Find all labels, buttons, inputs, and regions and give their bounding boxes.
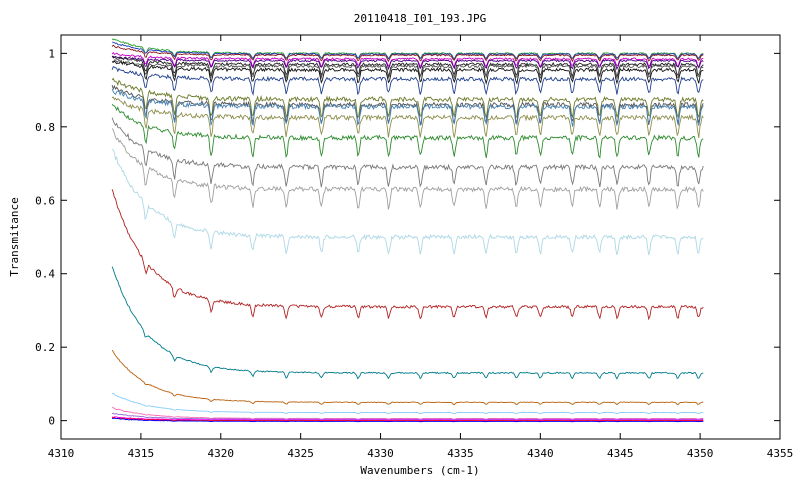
- chart-title: 20110418_I01_193.JPG: [354, 12, 486, 25]
- y-axis: 0 0.2 0.4 0.6 0.8 1: [35, 47, 780, 428]
- x-tick-label: 4355: [767, 447, 794, 460]
- spectrum-series-line: [111, 406, 704, 420]
- spectrum-series-line: [111, 412, 704, 421]
- spectrum-series-line: [111, 128, 704, 210]
- spectrum-series-line: [111, 416, 704, 421]
- x-tick-label: 4320: [208, 447, 235, 460]
- spectrum-series-line: [111, 148, 704, 256]
- spectrum-series-line: [111, 59, 704, 81]
- spectrum-series-line: [111, 51, 704, 69]
- spectrum-series-line: [111, 189, 704, 321]
- spectrum-series-line: [111, 349, 704, 406]
- spectrum-series-line: [111, 60, 704, 86]
- spectrum-series-line: [112, 417, 704, 423]
- x-tick-label: 4315: [128, 447, 155, 460]
- spectrum-series-line: [111, 416, 704, 422]
- x-tick-label: 4325: [287, 447, 314, 460]
- spectrum-series-line: [111, 55, 704, 71]
- y-tick-label: 1: [48, 47, 55, 60]
- series-layer: [111, 38, 704, 423]
- spectrum-series-line: [111, 88, 704, 127]
- y-axis-label: Transmitance: [8, 197, 21, 276]
- spectrum-series-line: [111, 117, 704, 188]
- x-axis-label: Wavenumbers (cm-1): [360, 464, 479, 477]
- spectrum-series-line: [111, 103, 704, 159]
- spectrum-series-line: [111, 44, 704, 63]
- x-tick-label: 4330: [367, 447, 394, 460]
- spectrum-series-line: [111, 96, 704, 138]
- y-tick-label: 0.8: [35, 121, 55, 134]
- x-tick-label: 4350: [687, 447, 714, 460]
- spectrum-series-line: [111, 392, 704, 415]
- x-tick-label: 4310: [48, 447, 75, 460]
- y-tick-label: 0: [48, 415, 55, 428]
- y-tick-label: 0.4: [35, 268, 55, 281]
- x-axis: 4310 4315 4320 4325 4330 4335 4340 4345 4350 4355: [48, 35, 794, 460]
- y-tick-label: 0.6: [35, 194, 55, 207]
- x-tick-label: 4340: [527, 447, 554, 460]
- y-tick-label: 0.2: [35, 341, 55, 354]
- plot-area-frame: [60, 34, 781, 440]
- x-tick-label: 4335: [447, 447, 474, 460]
- spectrum-series-line: [112, 41, 704, 60]
- spectrum-series-line: [111, 266, 704, 380]
- x-tick-label: 4345: [607, 447, 634, 460]
- spectrum-series-line: [111, 66, 704, 96]
- spectrum-series-line: [111, 77, 704, 120]
